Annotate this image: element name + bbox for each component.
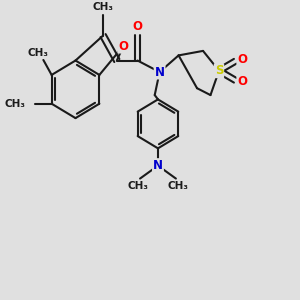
Text: CH₃: CH₃: [167, 181, 188, 191]
Text: O: O: [237, 75, 247, 88]
Text: CH₃: CH₃: [27, 47, 48, 58]
Text: CH₃: CH₃: [93, 2, 114, 12]
Text: O: O: [118, 40, 128, 52]
Text: S: S: [215, 64, 223, 77]
Text: O: O: [133, 20, 142, 33]
Text: O: O: [237, 53, 247, 66]
Text: CH₃: CH₃: [128, 181, 149, 191]
Text: N: N: [153, 159, 163, 172]
Text: CH₃: CH₃: [4, 99, 26, 109]
Text: N: N: [154, 65, 165, 79]
